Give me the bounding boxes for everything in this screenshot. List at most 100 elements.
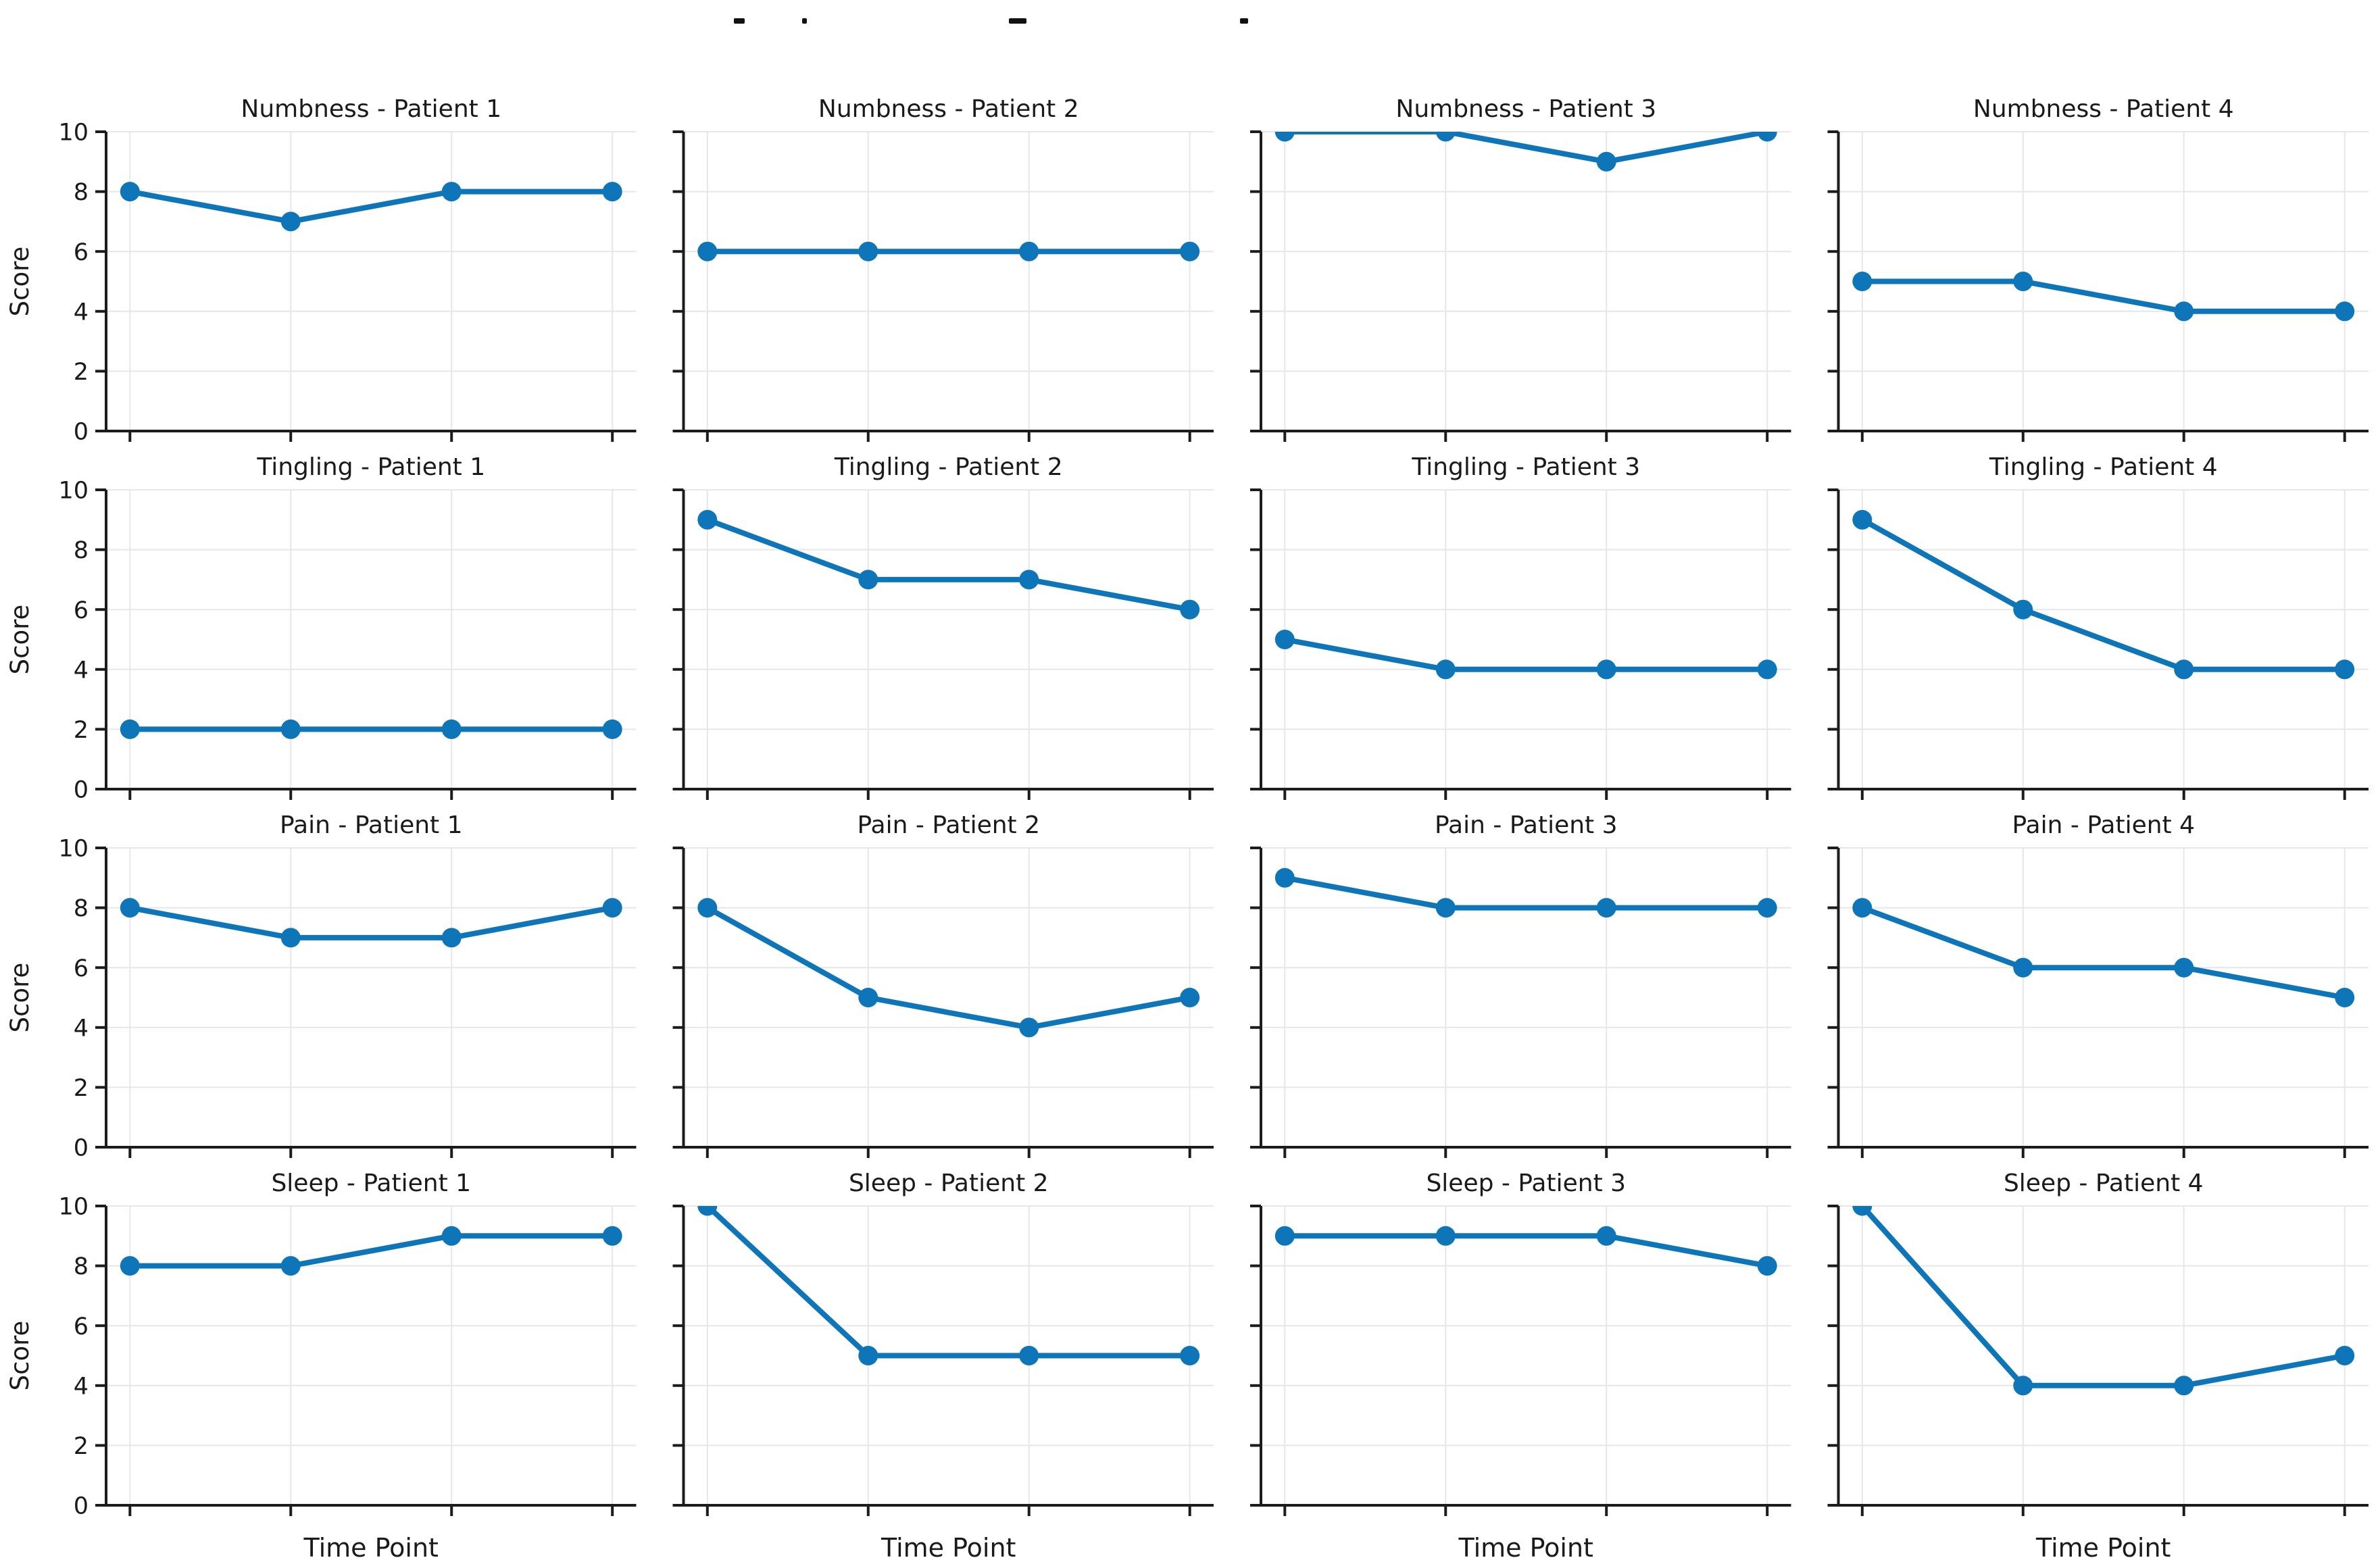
subplot-title: Tingling - Patient 3	[1411, 453, 1640, 481]
data-point	[280, 211, 301, 232]
data-point	[1435, 132, 1456, 142]
data-series	[1852, 898, 2355, 1007]
y-tick-label: 10	[58, 478, 89, 505]
data-line	[1859, 278, 2348, 314]
data-line	[1859, 1206, 2348, 1388]
y-tick-label: 10	[58, 836, 89, 863]
subplot-sleep-patient-2: Sleep - Patient 2 Time Point	[672, 1169, 1214, 1560]
y-tick-label: 0	[74, 777, 89, 804]
y-tick-label: 4	[74, 657, 89, 684]
score-axis-label: Score	[5, 1321, 34, 1391]
subplot-title: Numbness - Patient 1	[241, 95, 501, 123]
time-point-axis-label: Time Point	[881, 1533, 1016, 1560]
data-line	[127, 905, 616, 940]
data-point	[2013, 957, 2033, 978]
data-point	[2335, 1346, 2355, 1365]
data-point	[858, 241, 878, 261]
data-point	[1435, 659, 1456, 680]
score-axis-label: Score	[5, 605, 34, 675]
y-tick-label: 10	[58, 1194, 89, 1221]
data-point	[858, 570, 878, 590]
data-series	[1274, 132, 1777, 172]
data-series	[120, 719, 622, 739]
subplot-tingling-patient-2: Tingling - Patient 2	[672, 453, 1214, 800]
data-line	[1859, 905, 2348, 1001]
subplot-tingling-patient-3: Tingling - Patient 3	[1250, 453, 1791, 800]
data-point	[1596, 1226, 1616, 1246]
data-point	[1435, 898, 1456, 918]
subplot-title: Pain - Patient 3	[1435, 811, 1618, 839]
data-point	[1852, 272, 1873, 291]
subplot-numbness-patient-1: 0 2 4 6 8 10 Numbness - Patient 1 Score	[5, 95, 637, 446]
data-point	[2174, 957, 2194, 978]
data-point	[2013, 1376, 2033, 1396]
data-point	[280, 719, 301, 739]
data-line	[127, 1233, 616, 1269]
score-axis-label: Score	[5, 247, 34, 317]
data-series	[1274, 630, 1777, 680]
subplot-title: Sleep - Patient 3	[1426, 1169, 1626, 1197]
y-tick-label: 0	[74, 1493, 89, 1520]
data-line	[704, 905, 1193, 1030]
y-tick-label: 8	[74, 537, 89, 564]
data-series	[1274, 1226, 1777, 1276]
y-tick-label: 10	[58, 120, 89, 147]
data-line	[1282, 636, 1770, 672]
subplot-title: Tingling - Patient 4	[1989, 453, 2218, 481]
y-tick-label: 4	[74, 299, 89, 326]
data-point	[1019, 1017, 1039, 1038]
subplot-pain-patient-4: Pain - Patient 4	[1827, 811, 2369, 1158]
y-tick-label: 0	[74, 1135, 89, 1162]
subplot-numbness-patient-2: Numbness - Patient 2	[672, 95, 1214, 442]
suptitle-fragment	[1240, 18, 1248, 24]
data-point	[697, 898, 718, 918]
subplot-sleep-patient-4: Sleep - Patient 4 Time Point	[1827, 1169, 2369, 1560]
data-point	[1274, 867, 1295, 888]
data-point	[1596, 151, 1616, 172]
data-series	[1852, 1206, 2355, 1396]
time-point-axis-label: Time Point	[1458, 1533, 1593, 1560]
data-point	[1274, 132, 1295, 142]
data-point	[1435, 1226, 1456, 1246]
data-point	[441, 1226, 462, 1246]
data-point	[441, 928, 462, 948]
subplot-sleep-patient-1: 0 2 4 6 8 10 Sleep - Patient 1 Score Time Point	[5, 1169, 637, 1560]
data-point	[2174, 659, 2194, 680]
data-point	[2335, 659, 2355, 680]
data-point	[441, 719, 462, 739]
data-point	[1852, 509, 1873, 530]
data-point	[1019, 570, 1039, 590]
subplot-title: Pain - Patient 4	[2012, 811, 2195, 839]
data-line	[1282, 132, 1770, 165]
y-tick-label: 2	[74, 1433, 89, 1460]
data-point	[1019, 1346, 1039, 1365]
data-point	[858, 988, 878, 1007]
data-point	[1180, 599, 1200, 620]
data-point	[2174, 301, 2194, 322]
time-point-axis-label: Time Point	[2035, 1533, 2171, 1560]
data-series	[697, 241, 1200, 261]
data-series	[120, 182, 622, 232]
data-point	[697, 241, 718, 261]
data-line	[704, 1206, 1193, 1359]
data-series	[697, 898, 1200, 1038]
subplot-title: Sleep - Patient 1	[271, 1169, 471, 1197]
data-point	[1019, 241, 1039, 261]
subplot-tingling-patient-1: 0 2 4 6 8 10 Tingling - Patient 1 Score	[5, 453, 637, 804]
data-point	[1180, 241, 1200, 261]
y-tick-label: 6	[74, 1313, 89, 1340]
data-point	[2013, 599, 2033, 620]
data-point	[2335, 301, 2355, 322]
data-point	[280, 928, 301, 948]
time-point-axis-label: Time Point	[303, 1533, 439, 1560]
data-point	[1757, 659, 1777, 680]
data-point	[1757, 132, 1777, 142]
data-point	[2335, 988, 2355, 1007]
data-point	[602, 1226, 622, 1246]
subplot-pain-patient-3: Pain - Patient 3	[1250, 811, 1791, 1158]
data-point	[1757, 898, 1777, 918]
data-series	[697, 1206, 1200, 1365]
y-tick-label: 2	[74, 359, 89, 386]
data-line	[1282, 875, 1770, 911]
